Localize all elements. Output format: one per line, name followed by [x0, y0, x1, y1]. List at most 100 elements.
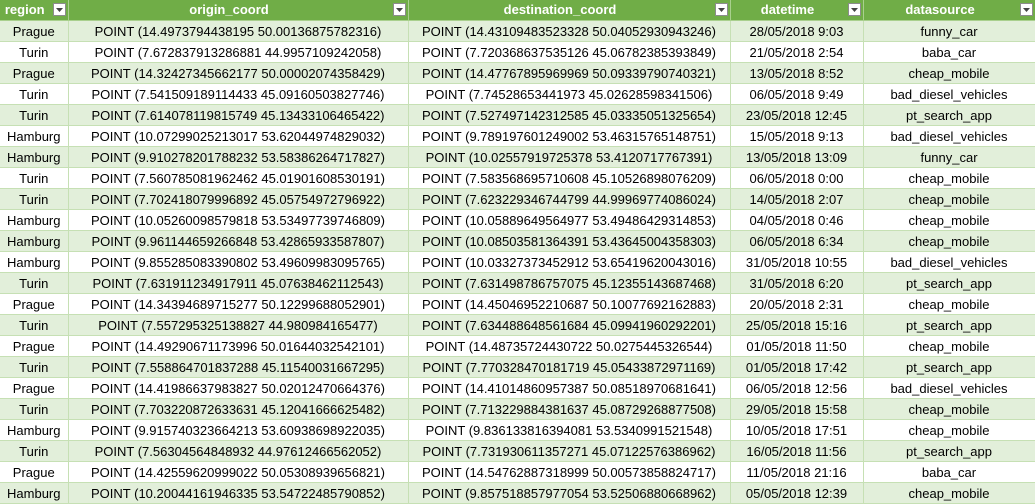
cell-dest[interactable]: POINT (7.631498786757075 45.123551436874…	[408, 272, 731, 294]
filter-dropdown-button[interactable]	[714, 3, 728, 16]
cell-region[interactable]: Hamburg	[0, 251, 69, 273]
cell-origin[interactable]: POINT (7.56304564848932 44.9761246656205…	[68, 440, 409, 462]
cell-source[interactable]: funny_car	[863, 146, 1035, 168]
column-header-source[interactable]: datasource	[863, 0, 1035, 21]
cell-dest[interactable]: POINT (7.770328470181719 45.054338729711…	[408, 356, 731, 378]
cell-region[interactable]: Prague	[0, 293, 69, 315]
cell-source[interactable]: baba_car	[863, 461, 1035, 483]
cell-origin[interactable]: POINT (7.558864701837288 45.115400316672…	[68, 356, 409, 378]
cell-region[interactable]: Hamburg	[0, 146, 69, 168]
cell-region[interactable]: Hamburg	[0, 419, 69, 441]
cell-datetime[interactable]: 01/05/2018 17:42	[730, 356, 864, 378]
cell-datetime[interactable]: 06/05/2018 9:49	[730, 83, 864, 105]
cell-source[interactable]: cheap_mobile	[863, 419, 1035, 441]
cell-source[interactable]: cheap_mobile	[863, 230, 1035, 252]
cell-source[interactable]: pt_search_app	[863, 272, 1035, 294]
cell-dest[interactable]: POINT (7.74528653441973 45.0262859834150…	[408, 83, 731, 105]
cell-region[interactable]: Turin	[0, 356, 69, 378]
cell-datetime[interactable]: 23/05/2018 12:45	[730, 104, 864, 126]
cell-source[interactable]: pt_search_app	[863, 104, 1035, 126]
column-header-region[interactable]: region	[0, 0, 69, 21]
cell-origin[interactable]: POINT (7.560785081962462 45.019016085301…	[68, 167, 409, 189]
cell-source[interactable]: baba_car	[863, 41, 1035, 63]
cell-origin[interactable]: POINT (9.855285083390802 53.496099830957…	[68, 251, 409, 273]
cell-source[interactable]: bad_diesel_vehicles	[863, 377, 1035, 399]
cell-origin[interactable]: POINT (10.20044161946335 53.547224857908…	[68, 482, 409, 504]
cell-dest[interactable]: POINT (9.836133816394081 53.534099152154…	[408, 419, 731, 441]
cell-region[interactable]: Prague	[0, 335, 69, 357]
cell-datetime[interactable]: 06/05/2018 12:56	[730, 377, 864, 399]
cell-datetime[interactable]: 10/05/2018 17:51	[730, 419, 864, 441]
cell-origin[interactable]: POINT (10.07299025213017 53.620449748290…	[68, 125, 409, 147]
cell-datetime[interactable]: 28/05/2018 9:03	[730, 20, 864, 42]
cell-source[interactable]: pt_search_app	[863, 356, 1035, 378]
cell-region[interactable]: Turin	[0, 83, 69, 105]
cell-source[interactable]: funny_car	[863, 20, 1035, 42]
cell-region[interactable]: Prague	[0, 377, 69, 399]
cell-region[interactable]: Turin	[0, 167, 69, 189]
cell-datetime[interactable]: 04/05/2018 0:46	[730, 209, 864, 231]
cell-source[interactable]: bad_diesel_vehicles	[863, 83, 1035, 105]
cell-dest[interactable]: POINT (7.713229884381637 45.087292688775…	[408, 398, 731, 420]
cell-dest[interactable]: POINT (7.527497142312585 45.033350513256…	[408, 104, 731, 126]
cell-dest[interactable]: POINT (14.48735724430722 50.027544532654…	[408, 335, 731, 357]
filter-dropdown-button[interactable]	[847, 3, 861, 16]
cell-region[interactable]: Prague	[0, 62, 69, 84]
cell-region[interactable]: Prague	[0, 461, 69, 483]
cell-dest[interactable]: POINT (7.634488648561684 45.099419602922…	[408, 314, 731, 336]
cell-datetime[interactable]: 06/05/2018 6:34	[730, 230, 864, 252]
column-header-origin[interactable]: origin_coord	[68, 0, 409, 21]
cell-origin[interactable]: POINT (9.961144659266848 53.428659335878…	[68, 230, 409, 252]
cell-dest[interactable]: POINT (14.47767895969969 50.093397907403…	[408, 62, 731, 84]
cell-origin[interactable]: POINT (14.49290671173996 50.016440325421…	[68, 335, 409, 357]
cell-dest[interactable]: POINT (7.623229346744799 44.999697740860…	[408, 188, 731, 210]
cell-dest[interactable]: POINT (9.857518857977054 53.525068806689…	[408, 482, 731, 504]
cell-origin[interactable]: POINT (7.631911234917911 45.076384621125…	[68, 272, 409, 294]
cell-source[interactable]: cheap_mobile	[863, 335, 1035, 357]
cell-region[interactable]: Prague	[0, 20, 69, 42]
cell-region[interactable]: Hamburg	[0, 230, 69, 252]
cell-dest[interactable]: POINT (7.583568695710608 45.105268980762…	[408, 167, 731, 189]
cell-dest[interactable]: POINT (10.08503581364391 53.436450043583…	[408, 230, 731, 252]
cell-origin[interactable]: POINT (7.672837913286881 44.995710924205…	[68, 41, 409, 63]
cell-dest[interactable]: POINT (14.54762887318999 50.005738588247…	[408, 461, 731, 483]
cell-datetime[interactable]: 15/05/2018 9:13	[730, 125, 864, 147]
filter-dropdown-button[interactable]	[392, 3, 406, 16]
cell-datetime[interactable]: 21/05/2018 2:54	[730, 41, 864, 63]
cell-datetime[interactable]: 01/05/2018 11:50	[730, 335, 864, 357]
cell-source[interactable]: bad_diesel_vehicles	[863, 125, 1035, 147]
cell-region[interactable]: Turin	[0, 104, 69, 126]
cell-source[interactable]: cheap_mobile	[863, 167, 1035, 189]
cell-datetime[interactable]: 13/05/2018 13:09	[730, 146, 864, 168]
cell-origin[interactable]: POINT (7.614078119815749 45.134331064654…	[68, 104, 409, 126]
cell-origin[interactable]: POINT (7.703220872633631 45.120416666254…	[68, 398, 409, 420]
cell-origin[interactable]: POINT (14.4973794438195 50.0013687578231…	[68, 20, 409, 42]
cell-datetime[interactable]: 25/05/2018 15:16	[730, 314, 864, 336]
cell-source[interactable]: cheap_mobile	[863, 188, 1035, 210]
column-header-dest[interactable]: destination_coord	[408, 0, 731, 21]
cell-origin[interactable]: POINT (14.41986637983827 50.020124706643…	[68, 377, 409, 399]
cell-origin[interactable]: POINT (10.05260098579818 53.534977397468…	[68, 209, 409, 231]
cell-region[interactable]: Turin	[0, 188, 69, 210]
cell-origin[interactable]: POINT (14.42559620999022 50.053089396568…	[68, 461, 409, 483]
cell-source[interactable]: cheap_mobile	[863, 209, 1035, 231]
cell-source[interactable]: bad_diesel_vehicles	[863, 251, 1035, 273]
cell-source[interactable]: pt_search_app	[863, 440, 1035, 462]
cell-origin[interactable]: POINT (7.702418079996892 45.057549727969…	[68, 188, 409, 210]
cell-origin[interactable]: POINT (14.34394689715277 50.122996880529…	[68, 293, 409, 315]
cell-dest[interactable]: POINT (7.731930611357271 45.071225763869…	[408, 440, 731, 462]
cell-dest[interactable]: POINT (9.789197601249002 53.463157651487…	[408, 125, 731, 147]
column-header-datetime[interactable]: datetime	[730, 0, 864, 21]
cell-region[interactable]: Turin	[0, 440, 69, 462]
cell-datetime[interactable]: 31/05/2018 10:55	[730, 251, 864, 273]
cell-datetime[interactable]: 05/05/2018 12:39	[730, 482, 864, 504]
cell-datetime[interactable]: 31/05/2018 6:20	[730, 272, 864, 294]
cell-datetime[interactable]: 14/05/2018 2:07	[730, 188, 864, 210]
cell-dest[interactable]: POINT (14.41014860957387 50.085189706816…	[408, 377, 731, 399]
cell-region[interactable]: Turin	[0, 41, 69, 63]
cell-source[interactable]: pt_search_app	[863, 314, 1035, 336]
filter-dropdown-button[interactable]	[1019, 3, 1033, 16]
cell-datetime[interactable]: 13/05/2018 8:52	[730, 62, 864, 84]
cell-origin[interactable]: POINT (7.557295325138827 44.98098416547​…	[68, 314, 409, 336]
cell-region[interactable]: Hamburg	[0, 125, 69, 147]
